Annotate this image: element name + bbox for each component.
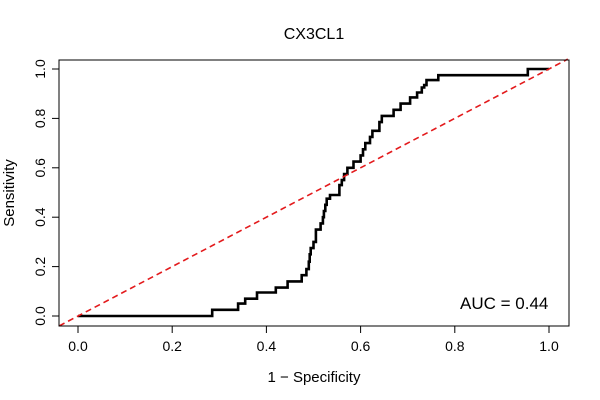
x-tick-label: 0.2: [162, 338, 182, 354]
plot-lines: [58, 58, 569, 327]
x-tick-label: 0.8: [445, 338, 465, 354]
auc-annotation: AUC = 0.44: [460, 294, 548, 313]
roc-curve-line: [78, 67, 549, 318]
y-tick-label: 0.4: [32, 207, 48, 227]
reference-diagonal-line: [58, 58, 569, 327]
y-tick-label: 0.2: [32, 257, 48, 277]
y-tick-label: 0.8: [32, 108, 48, 128]
y-axis-label: Sensitivity: [1, 159, 18, 227]
x-tick-label: 1.0: [539, 338, 559, 354]
y-tick-label: 0.6: [32, 158, 48, 178]
y-tick-label: 1.0: [32, 59, 48, 79]
chart-title: CX3CL1: [284, 26, 345, 43]
plot-frame: [58, 59, 570, 327]
x-axis-label: 1 − Specificity: [268, 369, 361, 386]
x-tick-label: 0.4: [257, 338, 277, 354]
y-tick-label: 0.0: [32, 306, 48, 326]
x-tick-label: 0.0: [68, 338, 88, 354]
x-tick-label: 0.6: [351, 338, 371, 354]
